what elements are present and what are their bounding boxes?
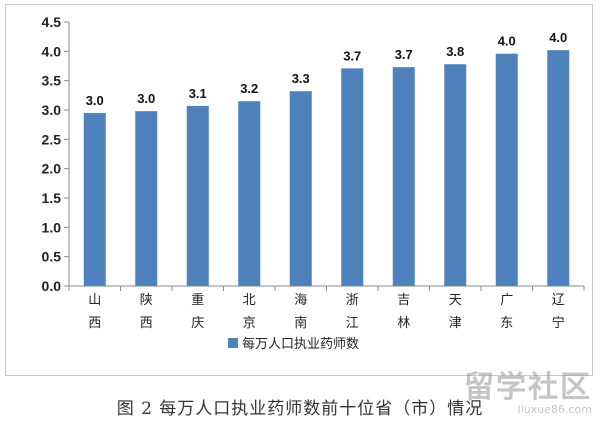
bar	[444, 64, 467, 286]
data-label: 3.8	[446, 44, 464, 59]
category-label-char: 广	[500, 293, 513, 308]
data-label: 4.0	[549, 30, 567, 45]
data-label: 4.0	[498, 34, 516, 49]
data-label: 3.0	[137, 91, 155, 106]
category-label-char: 江	[346, 316, 359, 331]
legend-label: 每万人口执业药师数	[242, 336, 359, 352]
y-tick-label: 4.5	[42, 14, 62, 30]
watermark: 留学社区 liuxue86.com	[464, 372, 592, 416]
bar	[289, 91, 312, 286]
category-label-char: 林	[397, 316, 410, 331]
data-label: 3.3	[292, 71, 310, 86]
category-label: 吉林	[397, 293, 410, 331]
category-label-char: 宁	[552, 315, 565, 331]
y-tick-label: 4.0	[42, 43, 62, 59]
y-tick-label: 1.0	[42, 219, 62, 235]
category-label-char: 吉	[397, 293, 410, 308]
bar	[392, 67, 415, 286]
category-label: 重庆	[191, 292, 204, 331]
category-label-char: 南	[294, 315, 307, 331]
y-tick-label: 0.5	[42, 249, 62, 265]
category-label: 广东	[500, 293, 513, 331]
y-tick-label: 2.0	[42, 161, 62, 177]
y-tick-label: 3.0	[42, 102, 62, 118]
data-label: 3.1	[189, 86, 207, 101]
category-label-char: 西	[140, 316, 153, 331]
data-label: 3.7	[343, 48, 361, 63]
bar	[186, 105, 209, 286]
category-label-char: 陕	[140, 293, 153, 308]
category-label-char: 东	[500, 316, 513, 331]
y-tick-label: 1.5	[42, 190, 62, 206]
category-label: 山西	[88, 293, 101, 331]
watermark-url: liuxue86.com	[517, 403, 592, 416]
data-label: 3.0	[86, 93, 104, 108]
category-label-char: 浙	[346, 293, 359, 308]
category-label-char: 北	[243, 293, 256, 308]
bar	[547, 50, 570, 286]
bar-chart: 0.00.51.01.52.02.53.03.54.04.53.0山西3.0陕西…	[42, 14, 585, 352]
bar	[83, 112, 106, 286]
category-label-char: 重	[191, 292, 204, 308]
bar	[495, 53, 518, 287]
category-label-char: 山	[88, 293, 101, 308]
legend-swatch	[228, 338, 238, 348]
category-label-char: 西	[88, 316, 101, 331]
data-label: 3.7	[395, 47, 413, 62]
y-tick-label: 3.5	[42, 73, 62, 89]
category-label-char: 京	[243, 316, 256, 331]
category-label: 辽宁	[552, 293, 565, 331]
category-label: 海南	[294, 293, 307, 331]
category-label: 浙江	[346, 293, 359, 331]
category-label-char: 津	[449, 316, 462, 331]
bar	[341, 68, 364, 286]
category-label-char: 辽	[552, 293, 565, 308]
bar	[238, 101, 261, 286]
chart-frame: 0.0 0.5 1.0 1.5 2.0 2.5 3.0 3.5 4.0 4.5 3.0 山西 3.0 陕西…	[5, 4, 593, 376]
bar	[135, 111, 158, 286]
category-label-char: 庆	[191, 316, 204, 331]
y-tick-label: 2.5	[42, 131, 62, 147]
category-label: 北京	[243, 293, 256, 331]
watermark-title: 留学社区	[464, 370, 592, 405]
category-label: 天津	[449, 293, 462, 331]
y-tick-label: 0.0	[42, 278, 62, 294]
figure-caption: 图 2 每万人口执业药师数前十位省（市）情况	[116, 399, 484, 419]
category-label-char: 海	[294, 293, 307, 308]
category-label-char: 天	[449, 293, 462, 308]
category-label: 陕西	[140, 293, 153, 331]
data-label: 3.2	[240, 81, 258, 96]
